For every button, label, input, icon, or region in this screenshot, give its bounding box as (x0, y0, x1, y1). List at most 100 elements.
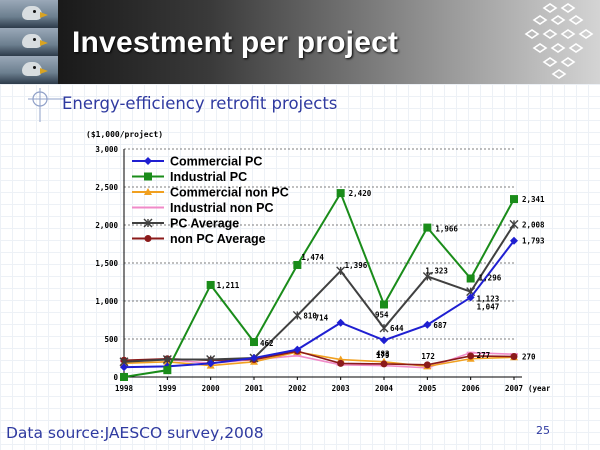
series-commercial-pc (120, 236, 518, 372)
data-label: 2,008 (522, 220, 545, 229)
data-label: 483 (376, 349, 390, 358)
data-point-non-pc-average (467, 352, 475, 360)
data-point-commercial-pc (423, 320, 432, 329)
data-point-pc-average (379, 323, 389, 333)
legend-label: non PC Average (170, 232, 266, 246)
slide-header-banner: Investment per project (0, 0, 600, 84)
data-label: 277 (477, 351, 491, 360)
x-tick-label: 1999 (158, 384, 177, 393)
data-label: 1,474 (301, 253, 324, 262)
x-tick-label: 2007 (505, 384, 523, 393)
data-point-commercial-pc (336, 318, 345, 327)
data-point-industrial-pc (466, 274, 475, 283)
data-point-industrial-pc (293, 260, 302, 269)
y-tick-label: 3,000 (95, 145, 118, 154)
slide-subtitle: Energy-efficiency retrofit projects (62, 94, 338, 113)
y-tick-label: 2,000 (95, 221, 118, 230)
x-tick-label: 2005 (418, 384, 436, 393)
x-tick-label: 2001 (245, 384, 264, 393)
data-point-non-pc-average (423, 361, 431, 369)
y-tick-label: 1,500 (95, 259, 118, 268)
legend-marker (144, 235, 152, 242)
series-industrial-pc (120, 189, 518, 381)
data-point-industrial-pc (336, 189, 345, 198)
data-point-industrial-pc (423, 223, 432, 232)
data-point-commercial-pc (510, 236, 518, 245)
y-tick-label: 2,500 (95, 183, 118, 192)
chart-series (119, 189, 519, 381)
bird-photo-2 (0, 28, 58, 56)
y-tick-label: 1,000 (95, 297, 118, 306)
investment-line-chart: ($1,000/project) 0 500 1,000 1,500 2,000 2,50… (86, 129, 550, 393)
y-tick-label: 500 (104, 335, 118, 344)
legend-item-commercial-pc: Commercial PC (132, 155, 262, 169)
legend-marker (143, 218, 153, 228)
x-tick-label: 2002 (288, 384, 306, 393)
data-point-pc-average (336, 266, 346, 276)
data-label: 714 (315, 314, 329, 323)
data-point-commercial-pc (293, 345, 302, 354)
data-label: 270 (522, 352, 536, 361)
data-label: 179 (376, 351, 390, 360)
data-point-commercial-pc (380, 336, 388, 345)
data-point-pc-average (422, 271, 432, 281)
data-label: 810 (303, 311, 317, 320)
data-point-non-pc-average (337, 359, 345, 367)
data-point-industrial-pc (510, 195, 518, 204)
data-point-non-pc-average (510, 352, 518, 360)
data-label: 1,323 (425, 266, 448, 275)
data-point-industrial-pc (163, 366, 172, 375)
x-tick-label: 1998 (115, 384, 134, 393)
data-point-industrial-pc (120, 373, 128, 381)
chart-data-labels: 1,211 462 1,474 2,420 954 1,966 1,296 2,341 8107… (217, 189, 545, 361)
y-axis-unit-label: ($1,000/project) (86, 129, 163, 139)
legend-item-industrial-pc: Industrial PC (132, 170, 247, 184)
x-tick-label: 2000 (202, 384, 221, 393)
series-line-pc-average (123, 223, 515, 363)
data-point-pc-average (162, 355, 172, 365)
legend-label: PC Average (170, 217, 239, 231)
legend-item-pc-average: PC Average (132, 217, 239, 231)
chart-gridlines (124, 148, 514, 340)
legend-item-non-pc-average: non PC Average (132, 232, 266, 246)
data-label: 2,420 (349, 189, 372, 198)
bird-photo-3 (0, 56, 58, 84)
subtitle-crosshair-icon (28, 88, 64, 122)
chart-axes: 0 500 1,000 1,500 2,000 2,500 3,000 1998 1999 200… (95, 145, 550, 393)
data-point-industrial-pc (380, 300, 388, 309)
series-line-commercial-non-pc (123, 351, 515, 368)
x-tick-label: 2003 (332, 384, 351, 393)
series-line-industrial-pc (123, 190, 515, 378)
x-axis-unit-label: (year) (528, 384, 550, 393)
page-number: 25 (536, 424, 550, 437)
bird-photo-1 (0, 0, 58, 28)
data-label: 644 (390, 324, 404, 333)
data-label: 1,211 (217, 281, 240, 290)
legend-marker (144, 188, 152, 195)
x-tick-label: 2006 (462, 384, 481, 393)
data-source-note: Data source:JAESCO survey,2008 (6, 424, 264, 442)
y-tick-label: 0 (113, 373, 118, 382)
legend-item-commercial-non-pc: Commercial non PC (132, 186, 289, 200)
data-point-industrial-pc (250, 338, 258, 347)
slide-title: Investment per project (72, 26, 399, 59)
legend-item-industrial-non-pc: Industrial non PC (132, 201, 273, 215)
data-label: 1,296 (479, 274, 502, 283)
data-point-commercial-pc (120, 363, 128, 372)
data-label: 462 (260, 339, 274, 348)
data-label: 2,341 (522, 195, 545, 204)
legend-marker (144, 157, 152, 165)
data-label: 954 (375, 310, 389, 319)
legend-marker (144, 172, 152, 181)
data-point-pc-average (292, 310, 302, 320)
series-line-commercial-pc (123, 240, 515, 369)
legend-label: Commercial non PC (170, 186, 289, 200)
data-label: 1,396 (345, 261, 368, 270)
data-label: 1,047 (477, 302, 500, 311)
legend-label: Commercial PC (170, 155, 262, 169)
series-pc-average (119, 219, 519, 367)
data-label: 172 (421, 352, 435, 361)
data-point-industrial-pc (206, 280, 215, 289)
data-point-commercial-pc (466, 293, 475, 302)
